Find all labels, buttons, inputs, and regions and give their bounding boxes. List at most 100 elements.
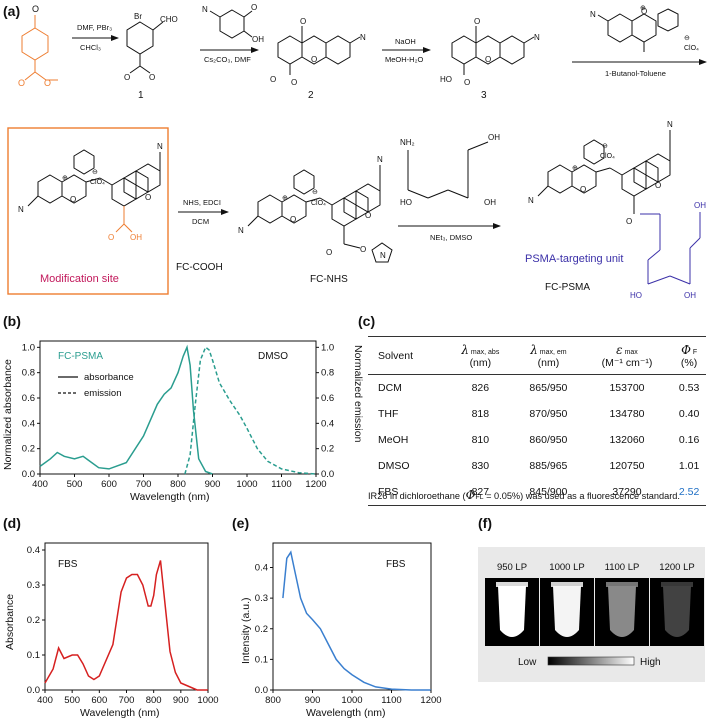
chart-b-yr-tick-label: 1.0 xyxy=(321,342,334,353)
phi-symbol: Φ xyxy=(681,342,691,357)
chart-d-ylabel: Absorbance xyxy=(4,594,16,650)
chart-b-y-tick-label: 0.8 xyxy=(22,368,35,379)
reagent-text: Cs₂CO₃, DMF xyxy=(204,55,251,64)
cell-abs: 818 xyxy=(471,408,490,420)
atom-oh: OH xyxy=(684,291,696,300)
reagent-text: CHCl₃ xyxy=(80,43,101,52)
atom-ho: HO xyxy=(630,291,642,300)
cell-em: 865/950 xyxy=(529,382,568,394)
charge-minus: ⊖ xyxy=(684,35,690,42)
tube-image xyxy=(553,586,581,637)
reagent-text: NHS, EDCI xyxy=(183,198,221,207)
fc-nhs-structure xyxy=(247,165,393,263)
charge-minus: ⊖ xyxy=(312,189,318,196)
cell-abs: 830 xyxy=(471,460,490,472)
atom-o: O xyxy=(108,233,114,242)
chart-d-y-tick-label: 0.3 xyxy=(27,580,40,591)
charge-plus: ⊕ xyxy=(62,175,68,182)
fc-cooh-structure xyxy=(27,149,161,233)
chart-b-x-tick-label: 700 xyxy=(136,479,152,490)
chart-d: 400 500 600 700 800 900 1000 0.0 0.1 0.2 0.3 0.4 F… xyxy=(4,542,219,719)
cell-phi: 0.16 xyxy=(678,434,700,446)
table-row: THF 818 870/950 134780 0.40 xyxy=(368,401,706,427)
chart-b-y-tick-label: 0.2 xyxy=(22,444,35,455)
cell-em: 885/965 xyxy=(529,460,568,472)
table-header-row: Solvent λ max, abs (nm) λ max, em (nm) ε m… xyxy=(368,336,706,375)
chart-e-series-label: FBS xyxy=(386,559,406,570)
reagent-text: NaOH xyxy=(395,37,416,46)
tube-cap xyxy=(496,582,528,587)
cell-em: 860/950 xyxy=(529,434,568,446)
chart-d-series-label: FBS xyxy=(58,559,78,570)
compound-label-fc-nhs: FC-NHS xyxy=(310,274,348,285)
cell-eps: 37290 xyxy=(581,479,673,506)
charge-plus: ⊕ xyxy=(572,165,578,172)
atom-o: O xyxy=(270,75,276,84)
header-sub: max, abs xyxy=(468,348,500,356)
atom-o: O xyxy=(145,193,151,202)
chart-b-x-tick-label: 1000 xyxy=(236,479,257,490)
header-unit: (M⁻¹ cm⁻¹) xyxy=(601,356,653,369)
header-lambda-abs: λ max, abs (nm) xyxy=(446,337,515,375)
atom-ho: HO xyxy=(400,198,412,207)
charge-plus: ⊕ xyxy=(282,195,288,202)
reagent-text: DCM xyxy=(192,217,209,226)
cell-em: 870/950 xyxy=(529,408,568,420)
chart-b-x-tick-label: 400 xyxy=(32,479,48,490)
cell-solvent: MeOH xyxy=(378,434,409,446)
chart-b-y-tick-label: 0.0 xyxy=(22,469,35,480)
table-row: DMSO 830 885/965 120750 1.01 xyxy=(368,453,706,479)
panel-label-d: (d) xyxy=(3,515,21,531)
atom-o: O xyxy=(290,215,296,224)
atom-o: O xyxy=(641,7,647,16)
modification-site-label: Modification site xyxy=(40,273,119,285)
atom-n: N xyxy=(18,205,24,214)
glu-urea-structure xyxy=(407,141,489,199)
legend-emission: emission xyxy=(84,388,122,399)
starting-material xyxy=(21,15,58,81)
note-post: = 0.05%) was used as a fluorescence stan… xyxy=(483,491,680,501)
panel-label-f: (f) xyxy=(478,515,492,531)
compound-2-structure xyxy=(277,26,361,75)
chart-b: 400 500 600 700 800 900 1000 1100 1200 0.0 0.2 0.4… xyxy=(2,340,364,503)
chart-e-x-tick-label: 1000 xyxy=(341,695,362,706)
cell-solvent: DMSO xyxy=(378,460,410,472)
atom-n: N xyxy=(590,10,596,19)
atom-oh: OH xyxy=(252,35,264,44)
atom-o: O xyxy=(655,181,661,190)
atom-o: O xyxy=(300,17,306,26)
chart-b-series-label: FC-PSMA xyxy=(58,351,103,362)
photophysics-table: Solvent λ max, abs (nm) λ max, em (nm) ε m… xyxy=(368,336,706,506)
cell-eps: 134780 xyxy=(609,408,645,420)
chart-b-x-tick-label: 600 xyxy=(101,479,117,490)
chart-d-x-tick-label: 600 xyxy=(91,695,107,706)
chart-e-x-tick-label: 1200 xyxy=(420,695,441,706)
fbs-absorbance-line xyxy=(44,560,208,691)
atom-o: O xyxy=(365,211,371,220)
atom-oh: OH xyxy=(130,233,142,242)
atom-clo4: ClO₄ xyxy=(684,45,699,52)
compound-label-fc-psma: FC-PSMA xyxy=(545,282,590,293)
atom-o: O xyxy=(464,78,470,87)
table-footnote: IR26 in dichloroethane (ΦFL = 0.05%) was… xyxy=(368,488,708,502)
atom-nh2: NH₂ xyxy=(400,138,415,147)
cell-eps: 153700 xyxy=(609,382,645,394)
tube-image xyxy=(498,586,526,637)
filter-label: 1100 LP xyxy=(605,562,640,573)
chart-e-ylabel: Intensity (a.u.) xyxy=(240,597,252,664)
compound-label-1: 1 xyxy=(138,90,144,101)
chart-b-yr-tick-label: 0.2 xyxy=(321,444,334,455)
atom-clo4: ClO₄ xyxy=(600,153,615,160)
cell-solvent: THF xyxy=(378,408,399,420)
atom-n: N xyxy=(667,120,673,129)
compound-label-3: 3 xyxy=(481,90,487,101)
header-unit: (%) xyxy=(680,356,698,369)
panel-label-a: (a) xyxy=(3,3,21,19)
fc-psma-structure xyxy=(537,130,701,285)
chart-b-yr-tick-label: 0.4 xyxy=(321,418,334,429)
header-sub: max xyxy=(622,348,638,356)
reagent-text: MeOH-H₂O xyxy=(385,55,423,64)
chart-e-y-tick-label: 0.4 xyxy=(255,563,268,574)
reagent-text: NEt₃, DMSO xyxy=(430,233,472,242)
